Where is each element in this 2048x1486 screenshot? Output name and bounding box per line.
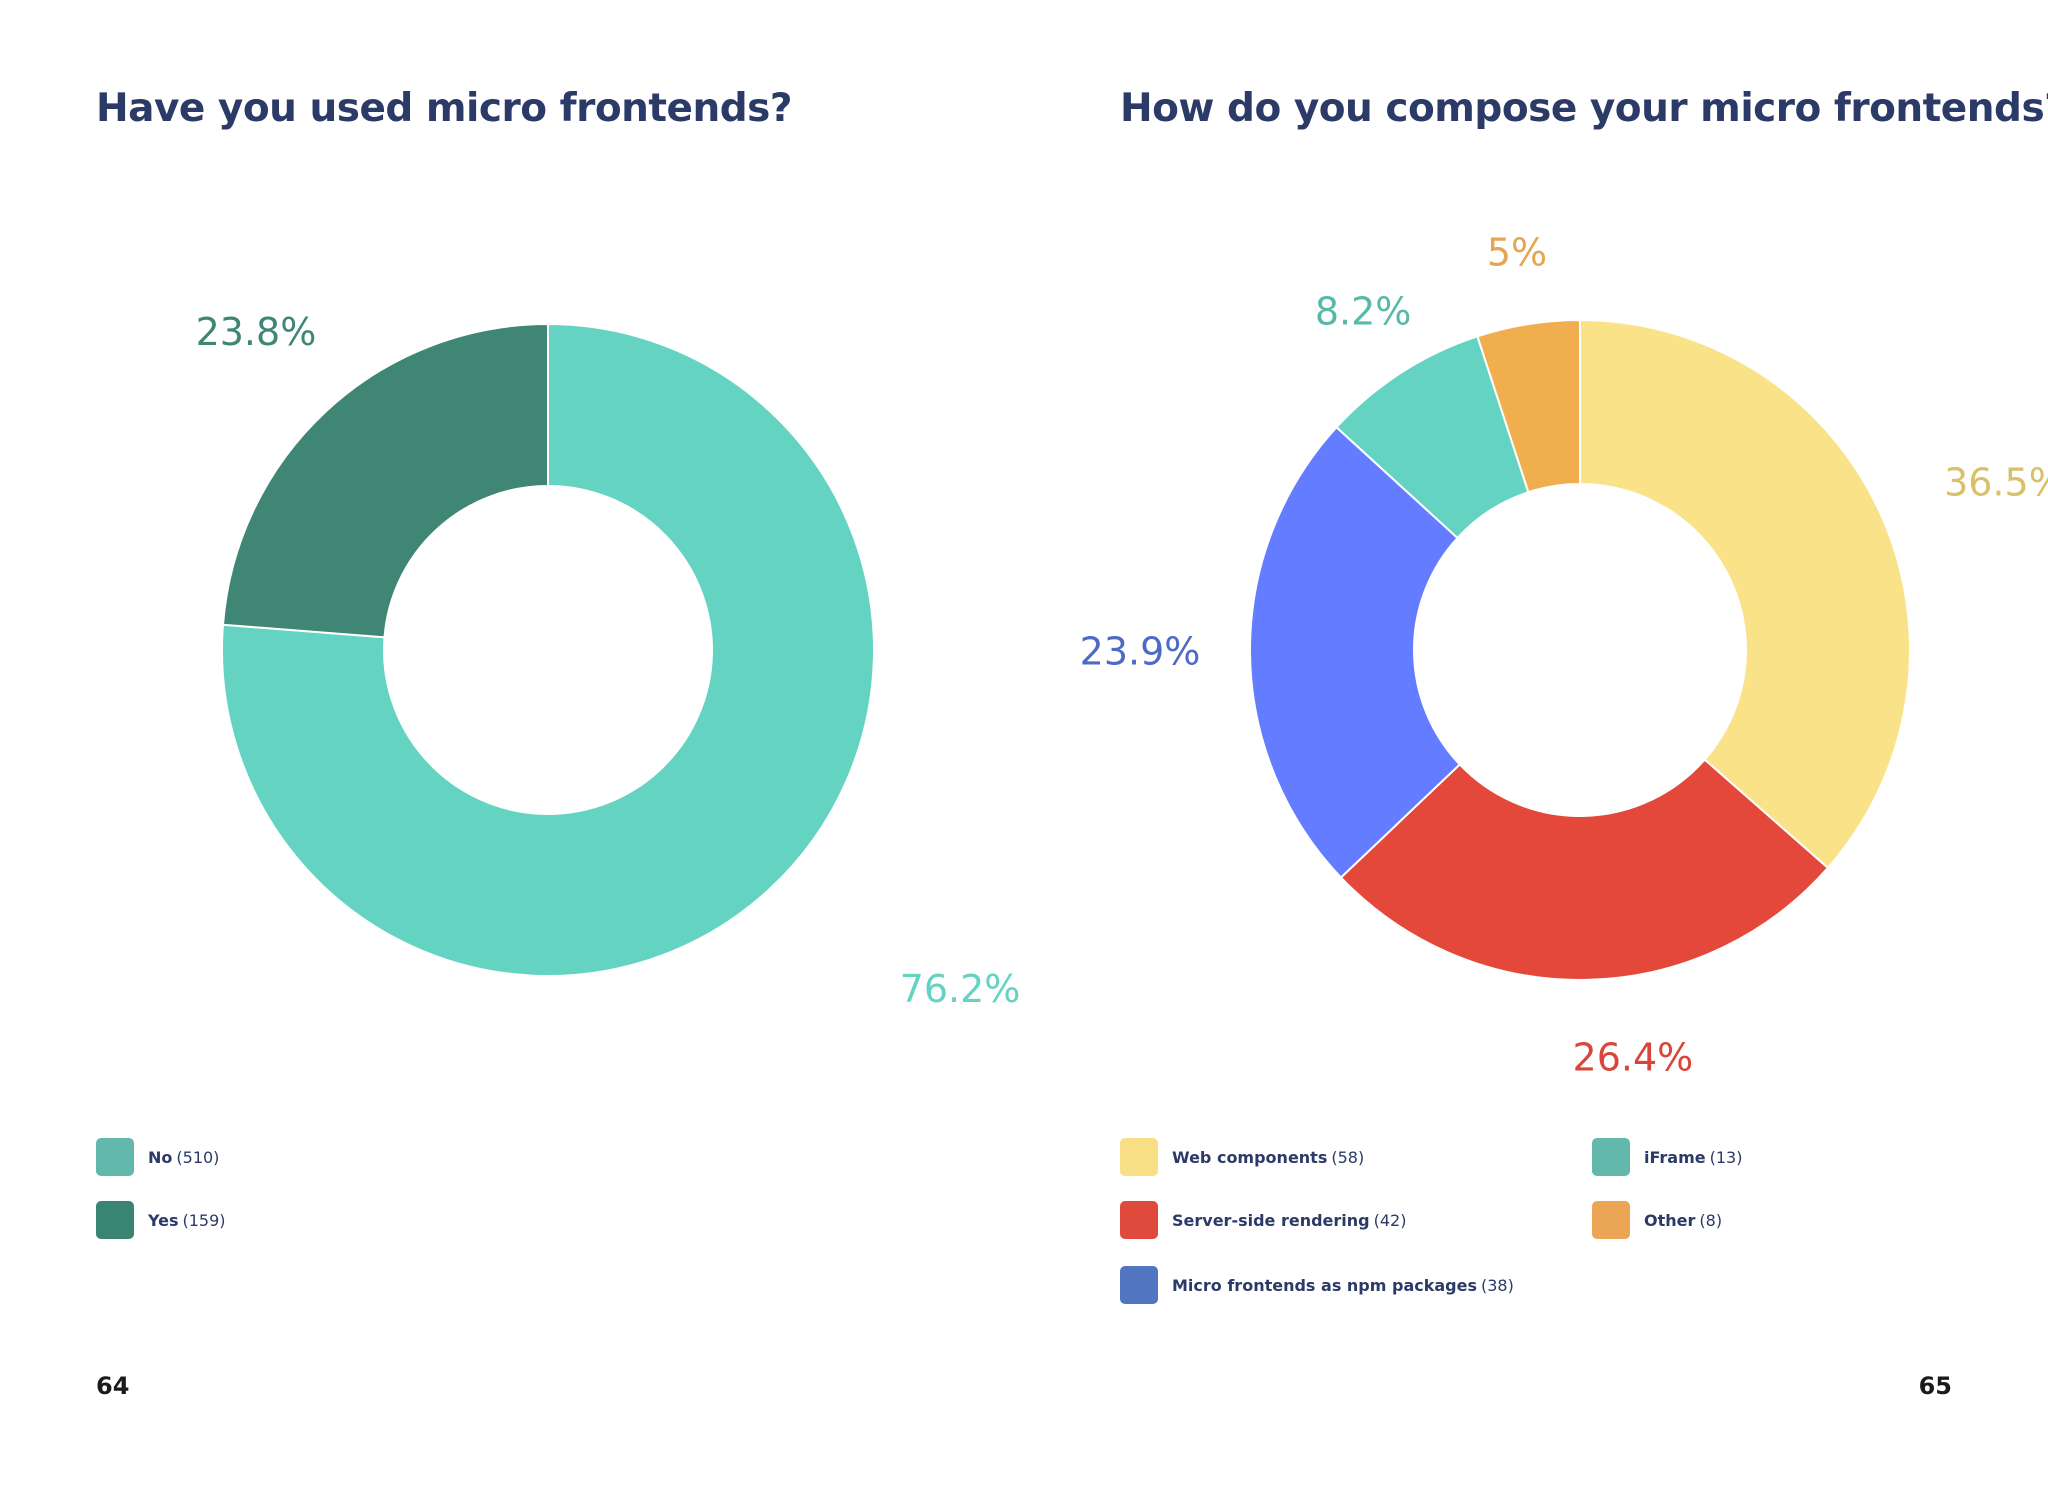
legend-swatch-server-side-rendering [1120, 1201, 1158, 1239]
legend-label-npm-packages: Micro frontends as npm packages [1172, 1275, 1477, 1295]
slice-label-micro-frontends-as-npm-packages: 23.9% [1080, 629, 1201, 673]
slice-label-web-components: 36.5% [1944, 461, 2048, 505]
legend-swatch-yes [96, 1201, 134, 1239]
page-number-right: 65 [1918, 1372, 1952, 1400]
legend-count-yes: (159) [182, 1210, 226, 1230]
legend-count-server-side-rendering: (42) [1373, 1210, 1407, 1230]
chart-title-used: Have you used micro frontends? [96, 86, 793, 131]
legend-item-server-side-rendering: Server-side rendering (42) [1120, 1201, 1406, 1239]
legend-label-iframe: iFrame [1644, 1147, 1706, 1167]
donut-chart-used: 76.2% 23.8% [196, 310, 1021, 1011]
legend-swatch-iframe [1592, 1138, 1630, 1176]
legend-item-npm-packages: Micro frontends as npm packages (38) [1120, 1266, 1514, 1304]
legend-count-no: (510) [176, 1147, 220, 1167]
legend-label-yes: Yes [148, 1210, 179, 1230]
slice-label-iframe: 8.2% [1315, 289, 1412, 333]
slice-web-components [1579, 318, 1911, 870]
legend-swatch-npm-packages [1120, 1266, 1158, 1304]
legend-swatch-no [96, 1138, 134, 1176]
legend-label-server-side-rendering: Server-side rendering [1172, 1210, 1370, 1230]
legend-item-no: No (510) [96, 1138, 219, 1176]
legend-label-other: Other [1644, 1210, 1696, 1230]
slice-yes [221, 322, 549, 639]
legend-item-other: Other (8) [1592, 1201, 1722, 1239]
slice-label-server-side-rendering: 26.4% [1573, 1035, 1694, 1079]
legend-count-npm-packages: (38) [1481, 1275, 1514, 1295]
legend-label-no: No [148, 1147, 173, 1167]
legend-item-yes: Yes (159) [96, 1201, 226, 1239]
left-page: Have you used micro frontends? 76.2% 23.8… [96, 86, 1021, 1400]
right-page: How do you compose your micro frontends?… [1024, 0, 2048, 1486]
legend-count-other: (8) [1699, 1210, 1723, 1230]
slice-no [221, 322, 875, 977]
slice-label-yes: 23.8% [196, 310, 317, 354]
legend-item-web-components: Web components (58) [1120, 1138, 1364, 1176]
legend-count-iframe: (13) [1709, 1147, 1743, 1167]
donut-chart-compose: 36.5% 26.4% 23.9% 8.2% 5% [1080, 230, 2048, 1079]
legend-count-web-components: (58) [1331, 1147, 1365, 1167]
slice-server-side-rendering [1339, 758, 1830, 981]
chart-title-compose: How do you compose your micro frontends? [1120, 86, 2048, 131]
slice-label-other: 5% [1487, 230, 1547, 274]
legend-swatch-other [1592, 1201, 1630, 1239]
page-number-left: 64 [96, 1372, 130, 1400]
slice-label-no: 76.2% [900, 967, 1021, 1011]
slice-micro-frontends-as-npm-packages [1249, 425, 1462, 879]
slice-other [1476, 318, 1581, 494]
legend-item-iframe: iFrame (13) [1592, 1138, 1742, 1176]
legend-swatch-web-components [1120, 1138, 1158, 1176]
legend-label-web-components: Web components [1172, 1147, 1328, 1167]
